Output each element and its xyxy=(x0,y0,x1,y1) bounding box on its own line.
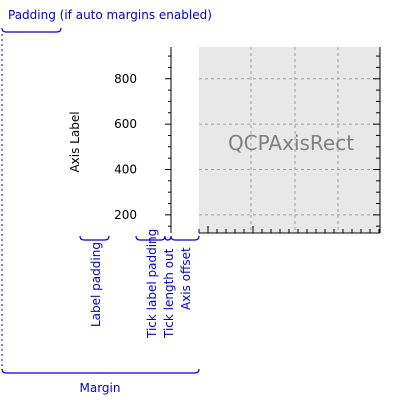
padding-label: Padding (if auto margins enabled) xyxy=(8,8,212,22)
margin-brace xyxy=(1,368,200,374)
grid-horizontal-group xyxy=(199,78,380,216)
label-padding-label: Label padding xyxy=(89,242,103,327)
left-axis-tick-label: 600 xyxy=(114,117,137,131)
left-axis-tick-label: 400 xyxy=(114,162,137,176)
left-axis-ticks xyxy=(165,55,171,227)
left-axis-tick-labels: 200 400 600 800 xyxy=(114,72,137,222)
axis-rect-label: QCPAxisRect xyxy=(228,131,354,155)
tick-label-padding-label: Tick label padding xyxy=(145,229,159,339)
grid-lines xyxy=(199,47,380,233)
axis-offset-label: Axis offset xyxy=(179,247,193,310)
axis-offset-brace xyxy=(170,235,200,241)
axis-rect-background xyxy=(199,47,380,233)
left-axis-tick-label: 800 xyxy=(114,72,137,86)
axis-label: Axis Label xyxy=(68,111,82,172)
margin-label: Margin xyxy=(80,381,121,395)
right-axis-ticks xyxy=(373,55,380,227)
tick-length-out-brace xyxy=(164,235,172,241)
bottom-axis-ticks xyxy=(198,226,380,233)
padding-brace xyxy=(1,27,62,33)
label-padding-brace xyxy=(79,235,110,241)
left-axis-tick-label: 200 xyxy=(114,208,137,222)
tick-length-out-label: Tick length out xyxy=(162,248,176,339)
